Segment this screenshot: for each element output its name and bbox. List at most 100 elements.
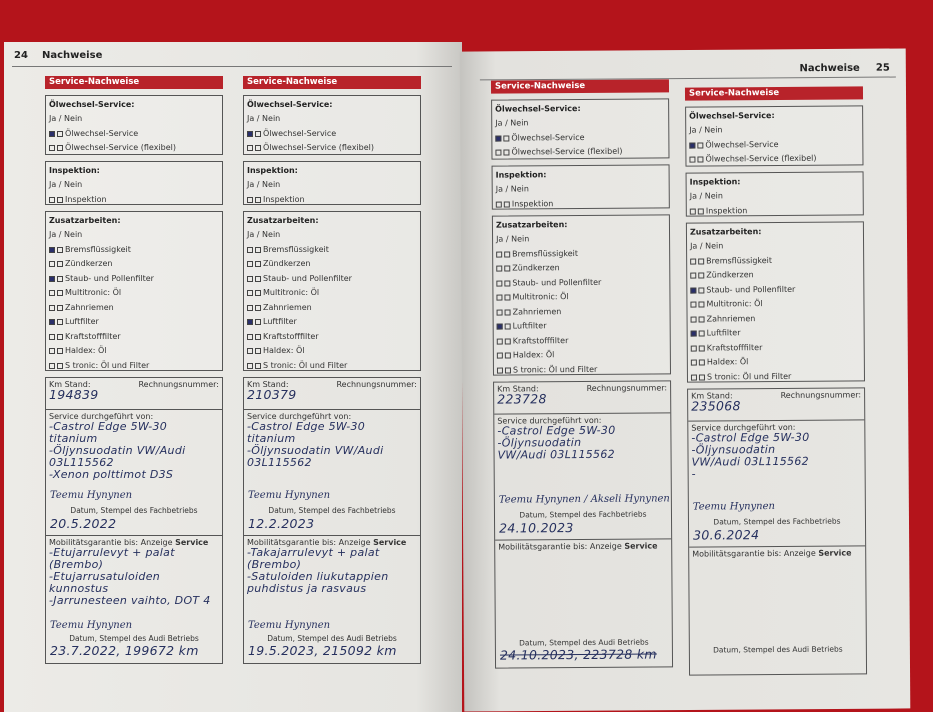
checkbox-nein[interactable]: [697, 208, 704, 215]
checkbox-nein[interactable]: [57, 261, 63, 268]
checkbox-ja[interactable]: [690, 374, 697, 381]
checkbox-ja[interactable]: [247, 246, 253, 253]
checkbox-nein[interactable]: [698, 359, 705, 366]
checkbox-ja[interactable]: [247, 290, 253, 297]
checkbox-ja[interactable]: [49, 196, 55, 203]
checkbox-nein[interactable]: [255, 196, 261, 203]
checkbox-ja[interactable]: [690, 272, 697, 279]
checkbox-ja[interactable]: [49, 362, 55, 369]
checkbox-ja[interactable]: [496, 352, 503, 359]
checkbox-nein[interactable]: [504, 280, 511, 287]
checkbox-nein[interactable]: [57, 145, 63, 152]
checkbox-nein[interactable]: [504, 309, 511, 316]
checkbox-ja[interactable]: [49, 333, 55, 340]
checkbox-nein[interactable]: [503, 201, 510, 208]
checkbox-nein[interactable]: [698, 301, 705, 308]
service-line[interactable]: -: [691, 467, 696, 481]
checkbox-ja[interactable]: [495, 201, 502, 208]
km-value[interactable]: 223728: [497, 391, 547, 407]
checkbox-ja[interactable]: [690, 287, 697, 294]
checkbox-ja[interactable]: [49, 304, 55, 311]
checkbox-ja[interactable]: [496, 367, 503, 374]
checkbox-ja[interactable]: [496, 309, 503, 316]
checkbox-nein[interactable]: [255, 290, 261, 297]
checkbox-nein[interactable]: [698, 258, 705, 265]
checkbox-ja[interactable]: [247, 130, 253, 137]
checkbox-nein[interactable]: [504, 251, 511, 258]
checkbox-ja[interactable]: [247, 362, 253, 369]
service-date[interactable]: 20.5.2022: [50, 516, 117, 531]
service-line[interactable]: -Castrol Edge 5W-30 titanium: [247, 420, 366, 445]
checkbox-nein[interactable]: [57, 319, 63, 326]
checkbox-ja[interactable]: [247, 275, 253, 282]
checkbox-ja[interactable]: [49, 319, 55, 326]
checkbox-ja[interactable]: [49, 261, 55, 268]
checkbox-ja[interactable]: [689, 208, 696, 215]
checkbox-ja[interactable]: [247, 145, 253, 152]
checkbox-nein[interactable]: [698, 374, 705, 381]
checkbox-nein[interactable]: [57, 304, 63, 311]
service-date[interactable]: 24.10.2023: [499, 520, 574, 536]
checkbox-ja[interactable]: [495, 135, 502, 142]
checkbox-nein[interactable]: [255, 275, 261, 282]
mobility-date[interactable]: 24.10.2023, 223728 km: [499, 646, 657, 663]
checkbox-nein[interactable]: [57, 290, 63, 297]
checkbox-nein[interactable]: [255, 348, 261, 355]
checkbox-nein[interactable]: [697, 156, 704, 163]
checkbox-ja[interactable]: [49, 348, 55, 355]
checkbox-ja[interactable]: [496, 265, 503, 272]
checkbox-nein[interactable]: [698, 272, 705, 279]
checkbox-nein[interactable]: [57, 130, 63, 137]
checkbox-nein[interactable]: [57, 362, 63, 369]
service-line[interactable]: -Öljynsuodatin VW/Audi: [247, 444, 384, 457]
service-line[interactable]: -Xenon polttimot D3S: [49, 468, 174, 481]
checkbox-ja[interactable]: [690, 330, 697, 337]
checkbox-ja[interactable]: [690, 301, 697, 308]
checkbox-nein[interactable]: [698, 330, 705, 337]
service-line[interactable]: 03L115562: [247, 456, 312, 469]
checkbox-ja[interactable]: [495, 149, 502, 156]
checkbox-ja[interactable]: [247, 348, 253, 355]
checkbox-ja[interactable]: [689, 156, 696, 163]
checkbox-nein[interactable]: [255, 319, 261, 326]
checkbox-nein[interactable]: [57, 246, 63, 253]
checkbox-nein[interactable]: [503, 149, 510, 156]
checkbox-ja[interactable]: [49, 145, 55, 152]
mobility-line[interactable]: -Takajarrulevyt + palat: [247, 546, 380, 559]
checkbox-nein[interactable]: [503, 135, 510, 142]
mobility-date[interactable]: 19.5.2023, 215092 km: [248, 643, 397, 658]
checkbox-ja[interactable]: [496, 294, 503, 301]
checkbox-nein[interactable]: [57, 333, 63, 340]
checkbox-nein[interactable]: [255, 304, 261, 311]
mobility-line[interactable]: -Satuloiden liukutappien: [247, 570, 389, 583]
checkbox-ja[interactable]: [690, 359, 697, 366]
checkbox-nein[interactable]: [57, 275, 63, 282]
service-date[interactable]: 12.2.2023: [248, 516, 315, 531]
checkbox-nein[interactable]: [697, 142, 704, 149]
checkbox-nein[interactable]: [255, 261, 261, 268]
service-line[interactable]: -Castrol Edge 5W-30 titanium: [49, 420, 168, 445]
mobility-line[interactable]: puhdistus ja rasvaus: [247, 582, 367, 595]
checkbox-nein[interactable]: [698, 316, 705, 323]
service-line[interactable]: 03L115562: [49, 456, 114, 469]
checkbox-ja[interactable]: [496, 251, 503, 258]
checkbox-nein[interactable]: [504, 323, 511, 330]
mobility-line[interactable]: (Brembo): [247, 558, 302, 571]
checkbox-nein[interactable]: [255, 362, 261, 369]
checkbox-ja[interactable]: [247, 304, 253, 311]
checkbox-ja[interactable]: [49, 275, 55, 282]
checkbox-ja[interactable]: [247, 333, 253, 340]
checkbox-nein[interactable]: [504, 265, 511, 272]
checkbox-nein[interactable]: [255, 246, 261, 253]
checkbox-ja[interactable]: [496, 323, 503, 330]
km-value[interactable]: 210379: [247, 387, 297, 402]
checkbox-nein[interactable]: [698, 287, 705, 294]
mobility-line[interactable]: -Jarrunesteen vaihto, DOT 4: [49, 594, 211, 607]
km-value[interactable]: 235068: [691, 398, 741, 414]
checkbox-nein[interactable]: [698, 345, 705, 352]
checkbox-nein[interactable]: [504, 294, 511, 301]
mobility-line[interactable]: -Etujarrulevyt + palat (Brembo): [49, 546, 175, 571]
km-value[interactable]: 194839: [49, 387, 99, 402]
checkbox-ja[interactable]: [49, 130, 55, 137]
checkbox-ja[interactable]: [690, 345, 697, 352]
